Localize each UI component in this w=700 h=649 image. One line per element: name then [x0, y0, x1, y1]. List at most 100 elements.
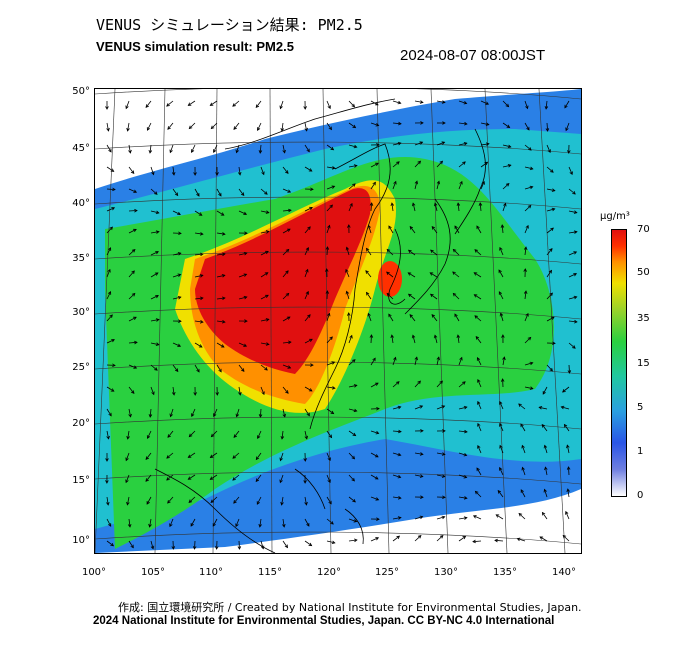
wind-arrow-head [111, 339, 115, 343]
wind-arrow [524, 166, 533, 170]
wind-arrow-head [222, 252, 226, 257]
wind-arrow-head [325, 268, 329, 272]
wind-arrow [281, 430, 284, 439]
wind-arrow [211, 430, 218, 437]
wind-arrow [568, 320, 577, 323]
wind-arrow [524, 100, 528, 109]
wind-arrow-head [353, 408, 358, 413]
credit-line-license: 2024 National Institute for Environmenta… [93, 615, 555, 627]
wind-arrow-head [518, 512, 523, 517]
wind-arrow [458, 452, 467, 456]
wind-arrow-head [500, 378, 505, 382]
wind-arrow [436, 160, 443, 168]
wind-arrow-head [543, 444, 548, 449]
lat-label-10: 10° [72, 535, 90, 546]
wind-arrow [282, 166, 289, 174]
wind-arrow [106, 291, 111, 300]
wind-arrow-head [241, 368, 245, 372]
wind-arrow-head [308, 388, 313, 392]
wind-arrow [150, 295, 159, 300]
wind-arrow [370, 357, 376, 366]
wind-arrow [517, 538, 526, 542]
wind-arrow [414, 357, 418, 366]
wind-arrow-head [166, 103, 170, 107]
wind-arrow-head [352, 183, 356, 187]
wind-arrow [233, 496, 240, 504]
wind-arrow-head [155, 210, 160, 215]
wind-arrow [128, 166, 135, 174]
wind-arrow-head [166, 455, 170, 459]
wind-arrow [125, 100, 130, 109]
wind-arrow-head [243, 295, 248, 300]
wind-arrow [348, 359, 356, 366]
wind-arrow [238, 273, 247, 278]
lon-label-130: 130° [433, 567, 459, 578]
wind-arrow [414, 160, 421, 168]
wind-arrow-head [177, 252, 182, 256]
wind-arrow-head [284, 544, 288, 549]
wind-arrow [304, 247, 309, 256]
wind-arrow [326, 185, 335, 190]
wind-arrow-head [374, 476, 379, 480]
wind-arrow-head [243, 343, 248, 347]
wind-arrow-head [477, 400, 481, 405]
wind-arrow [194, 274, 203, 278]
wind-arrow-head [345, 268, 349, 273]
wind-arrow [216, 320, 225, 323]
wind-arrow-head [544, 466, 548, 471]
wind-arrow-head [551, 316, 555, 320]
wind-arrow-head [521, 466, 525, 471]
wind-arrow [414, 535, 422, 542]
wind-arrow-head [499, 444, 503, 449]
wind-arrow-head [369, 202, 374, 206]
wind-arrow-head [419, 100, 424, 104]
wind-arrow-head [547, 149, 551, 154]
map-title-english: VENUS simulation result: PM2.5 [96, 39, 294, 54]
wind-arrow [458, 161, 466, 168]
wind-arrow [348, 518, 357, 522]
wind-arrow-head [133, 316, 137, 321]
wind-arrow-head [476, 225, 480, 230]
wind-arrow-head [409, 225, 414, 230]
wind-arrow [259, 144, 262, 154]
wind-arrow-head [481, 180, 485, 185]
wind-arrow [480, 161, 488, 168]
wind-arrow-head [150, 545, 155, 550]
wind-arrow [392, 474, 401, 478]
wind-arrow-head [112, 187, 116, 192]
wind-arrow-head [148, 523, 152, 528]
wind-arrow-head [107, 247, 112, 251]
wind-arrow [260, 364, 268, 371]
wind-arrow-head [169, 413, 173, 418]
wind-arrow [475, 491, 482, 498]
wind-arrow [282, 144, 286, 153]
wind-arrow [238, 210, 247, 215]
wind-arrow-head [375, 382, 379, 386]
lon-label-135: 135° [492, 567, 518, 578]
wind-arrow [216, 364, 222, 373]
wind-arrow [281, 122, 284, 131]
wind-arrow [436, 405, 445, 410]
wind-arrow [256, 496, 262, 505]
wind-arrow [430, 293, 438, 300]
wind-arrow-head [397, 141, 402, 146]
wind-arrow [326, 100, 331, 109]
wind-arrow-head [190, 523, 194, 527]
wind-arrow-head [397, 474, 402, 479]
wind-arrow-head [307, 314, 311, 318]
wind-arrow-head [550, 227, 554, 232]
wind-arrow-head [285, 170, 289, 174]
wind-arrow-head [218, 192, 222, 197]
wind-arrow [436, 141, 445, 146]
wind-arrow [172, 166, 175, 175]
wind-arrow-head [539, 536, 544, 540]
wind-arrow-head [463, 475, 468, 479]
wind-arrow [388, 313, 394, 322]
wind-arrow-head [436, 356, 440, 361]
wind-arrow [546, 122, 548, 132]
wind-arrow [188, 100, 196, 106]
wind-arrow-head [285, 248, 290, 253]
wind-arrow-head [498, 291, 503, 295]
wind-arrow-head [285, 292, 290, 297]
wind-arrow-head [407, 272, 412, 276]
